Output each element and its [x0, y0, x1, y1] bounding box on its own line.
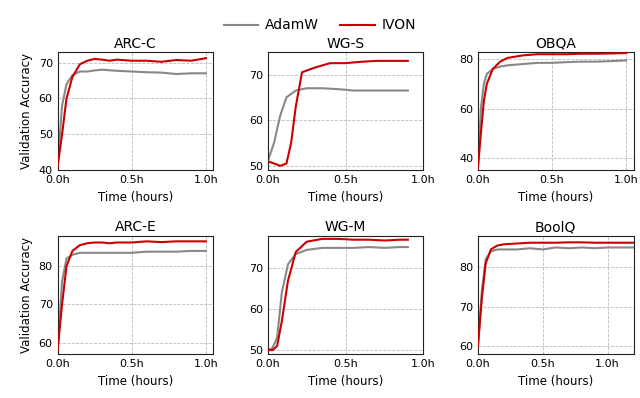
- X-axis label: Time (hours): Time (hours): [98, 375, 173, 388]
- Title: WG-S: WG-S: [326, 37, 365, 51]
- Y-axis label: Validation Accuracy: Validation Accuracy: [20, 237, 33, 353]
- X-axis label: Time (hours): Time (hours): [518, 191, 593, 204]
- Title: ARC-C: ARC-C: [114, 37, 157, 51]
- X-axis label: Time (hours): Time (hours): [308, 375, 383, 388]
- Legend: AdamW, IVON: AdamW, IVON: [218, 13, 422, 38]
- Title: WG-M: WG-M: [325, 220, 366, 234]
- Title: ARC-E: ARC-E: [115, 220, 156, 234]
- Title: BoolQ: BoolQ: [535, 220, 577, 234]
- X-axis label: Time (hours): Time (hours): [308, 191, 383, 204]
- X-axis label: Time (hours): Time (hours): [518, 375, 593, 388]
- X-axis label: Time (hours): Time (hours): [98, 191, 173, 204]
- Y-axis label: Validation Accuracy: Validation Accuracy: [20, 53, 33, 169]
- Title: OBQA: OBQA: [535, 37, 576, 51]
